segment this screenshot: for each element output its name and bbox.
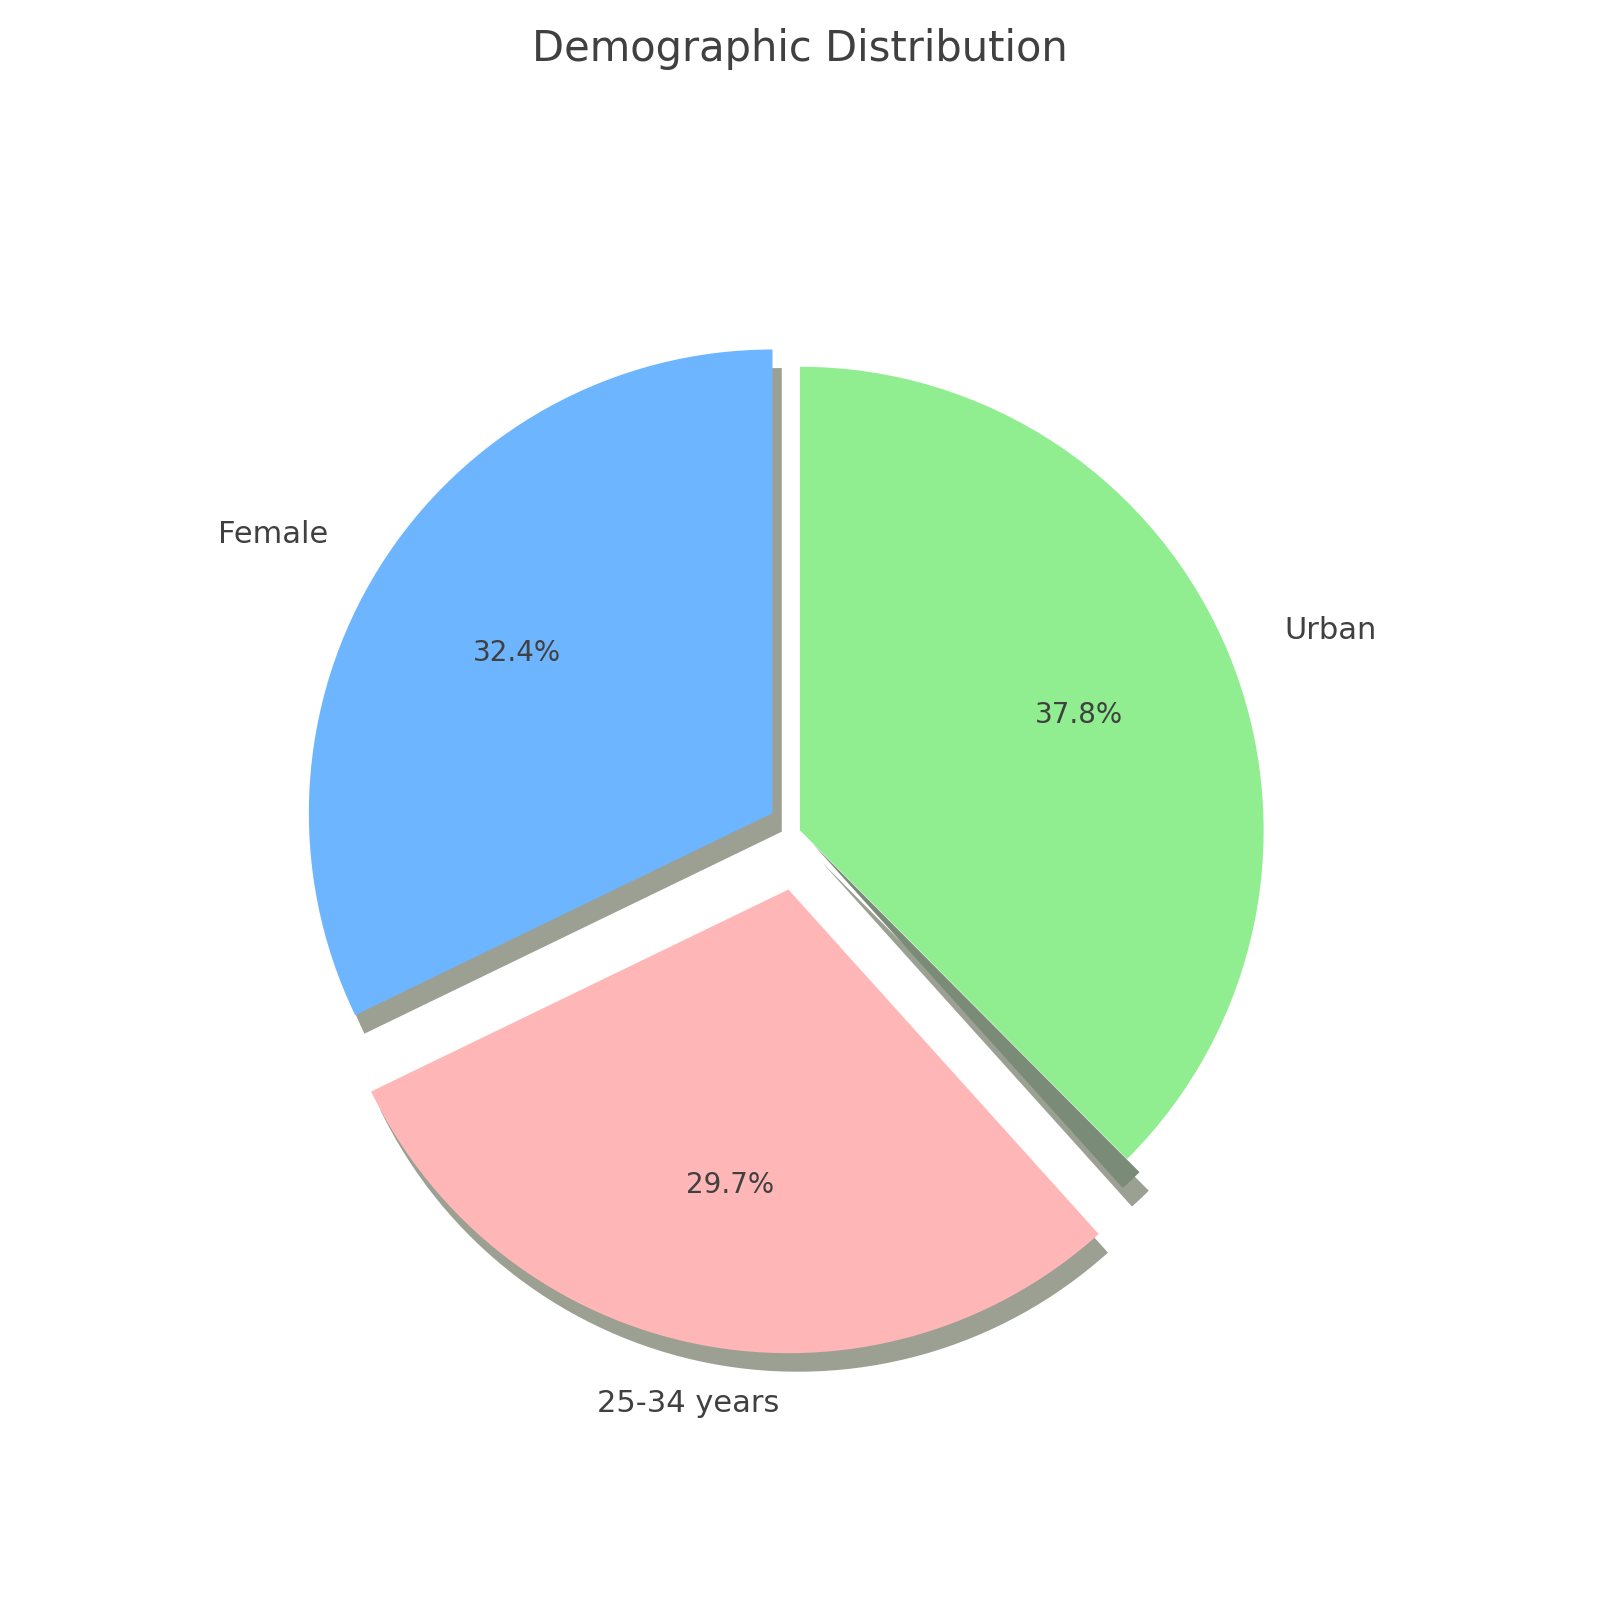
Text: Urban: Urban xyxy=(1285,616,1376,645)
Text: 37.8%: 37.8% xyxy=(1035,701,1123,730)
Wedge shape xyxy=(381,909,1107,1371)
Wedge shape xyxy=(800,366,1264,1158)
Wedge shape xyxy=(822,862,1149,1206)
Wedge shape xyxy=(813,843,1139,1189)
Wedge shape xyxy=(318,368,782,1034)
Text: 25-34 years: 25-34 years xyxy=(597,1389,779,1418)
Text: 29.7%: 29.7% xyxy=(686,1171,774,1200)
Wedge shape xyxy=(371,890,1099,1354)
Text: Female: Female xyxy=(218,520,328,549)
Text: 32.4%: 32.4% xyxy=(474,638,562,667)
Title: Demographic Distribution: Demographic Distribution xyxy=(533,27,1067,70)
Wedge shape xyxy=(309,349,773,1014)
